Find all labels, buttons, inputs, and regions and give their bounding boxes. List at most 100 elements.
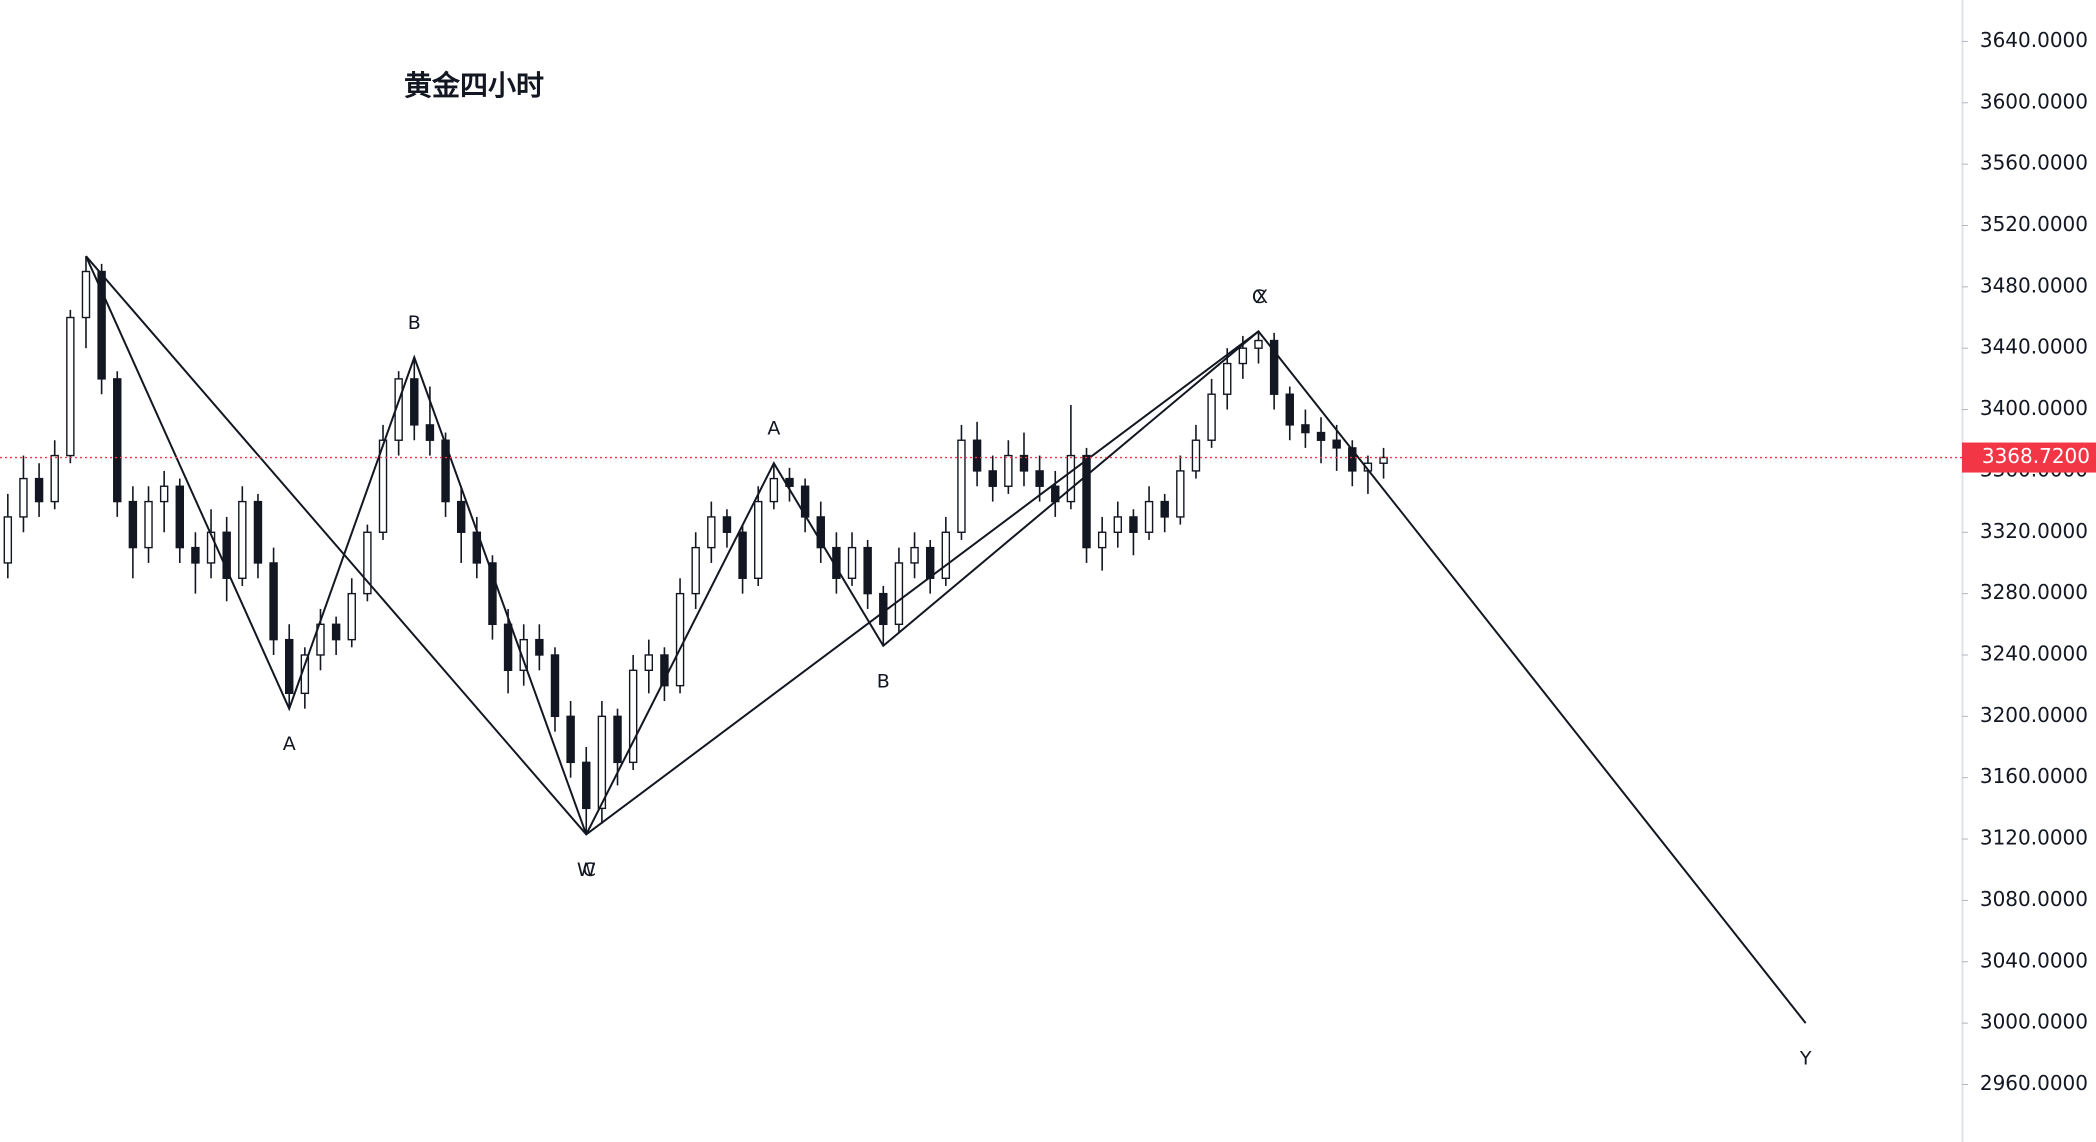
candle-body	[972, 439, 982, 472]
candle-body	[879, 592, 888, 626]
y-tick-label: 3440.0000	[1980, 335, 2088, 359]
candle-body	[113, 378, 122, 503]
candle-body	[722, 516, 732, 533]
candle-body	[550, 654, 560, 718]
candle-body	[1160, 500, 1169, 518]
wave-line	[85, 255, 588, 835]
candle-body	[34, 477, 44, 503]
candle-body	[175, 485, 185, 549]
wave-label: A	[767, 418, 780, 440]
candle-body	[613, 715, 622, 764]
candle-body	[159, 485, 169, 503]
y-tick-label: 3040.0000	[1980, 948, 2088, 972]
candle-body	[910, 546, 919, 564]
candle-body	[1223, 362, 1232, 395]
candle-body	[1019, 454, 1029, 472]
y-tick-label: 2960.0000	[1980, 1071, 2088, 1095]
candle-body	[191, 546, 200, 564]
candle-body	[769, 477, 779, 503]
candle-body	[1066, 454, 1076, 503]
chart-title: 黄金四小时	[404, 69, 544, 102]
candle-body	[441, 439, 450, 503]
candle-body	[597, 715, 607, 810]
candle-body	[847, 546, 857, 579]
y-tick-label: 3400.0000	[1980, 396, 2088, 420]
y-tick-label: 3200.0000	[1980, 703, 2088, 727]
last-price-box	[1962, 442, 2096, 473]
candle-body	[1129, 516, 1138, 533]
candle-body	[488, 562, 497, 626]
candle-body	[1269, 339, 1279, 395]
candle-body	[285, 638, 294, 695]
wave-label: A	[283, 733, 296, 755]
candle-body	[628, 669, 638, 764]
wave-label: X	[1255, 286, 1268, 308]
candle-body	[1285, 393, 1294, 426]
y-tick-label: 3120.0000	[1980, 826, 2088, 850]
candle-body	[19, 477, 28, 518]
wave-label: W	[577, 859, 596, 881]
candle-body	[331, 623, 341, 641]
candle-body	[957, 439, 966, 533]
last-price-label: 3368.7200	[1982, 444, 2090, 468]
y-tick-label: 3640.0000	[1980, 28, 2088, 52]
candle-body	[644, 654, 654, 672]
candle-body	[1144, 500, 1154, 533]
wave-label: B	[877, 670, 890, 692]
candle-body	[519, 638, 528, 672]
wave-label: C	[1252, 286, 1265, 308]
candle-body	[144, 500, 153, 549]
candle-body	[707, 516, 716, 549]
candle-body	[128, 500, 138, 549]
candle-body	[1332, 439, 1341, 449]
candle-body	[347, 592, 356, 641]
candle-body	[582, 761, 591, 810]
candle-body	[1035, 470, 1044, 487]
candle-body	[1097, 531, 1107, 549]
candle-body	[425, 424, 435, 441]
candle-body	[1113, 516, 1123, 533]
y-tick-label: 3240.0000	[1980, 641, 2088, 665]
candle-body	[456, 500, 466, 533]
candle-body	[738, 531, 747, 579]
y-tick-label: 3520.0000	[1980, 212, 2088, 236]
candle-body	[566, 715, 575, 764]
candle-body	[503, 623, 513, 672]
candle-body	[816, 516, 825, 549]
candle-body	[238, 500, 247, 579]
candle-body	[1191, 439, 1201, 472]
candle-body	[894, 562, 904, 626]
candle-body	[660, 654, 669, 687]
candle-body	[269, 562, 278, 641]
candle-body	[691, 546, 700, 595]
wave-label: B	[408, 312, 421, 334]
y-tick-label: 3600.0000	[1980, 89, 2088, 113]
candle-body	[1379, 456, 1388, 464]
candle-body	[1004, 454, 1013, 487]
candle-body	[66, 316, 75, 457]
candle-body	[316, 623, 325, 656]
wave-label: C	[583, 859, 596, 881]
candle-body	[1207, 393, 1216, 441]
y-tick-label: 3280.0000	[1980, 580, 2088, 604]
candle-body	[378, 439, 388, 533]
y-tick-label: 3160.0000	[1980, 764, 2088, 788]
y-tick-label: 3560.0000	[1980, 151, 2088, 175]
candle-body	[97, 270, 106, 380]
candle-body	[3, 516, 13, 564]
candle-body	[50, 454, 59, 503]
candle-body	[81, 270, 91, 319]
y-tick-label: 3000.0000	[1980, 1010, 2088, 1034]
candle-body	[754, 500, 763, 579]
candle-body	[363, 531, 372, 595]
candle-body	[1082, 454, 1091, 549]
candle-body	[1254, 339, 1263, 349]
candle-body	[1316, 431, 1326, 441]
candle-body	[941, 531, 951, 579]
candle-body	[1348, 447, 1357, 472]
candle-body	[863, 546, 872, 595]
candle-body	[1301, 424, 1310, 434]
candle-body	[675, 592, 685, 687]
y-tick-label: 3080.0000	[1980, 887, 2088, 911]
